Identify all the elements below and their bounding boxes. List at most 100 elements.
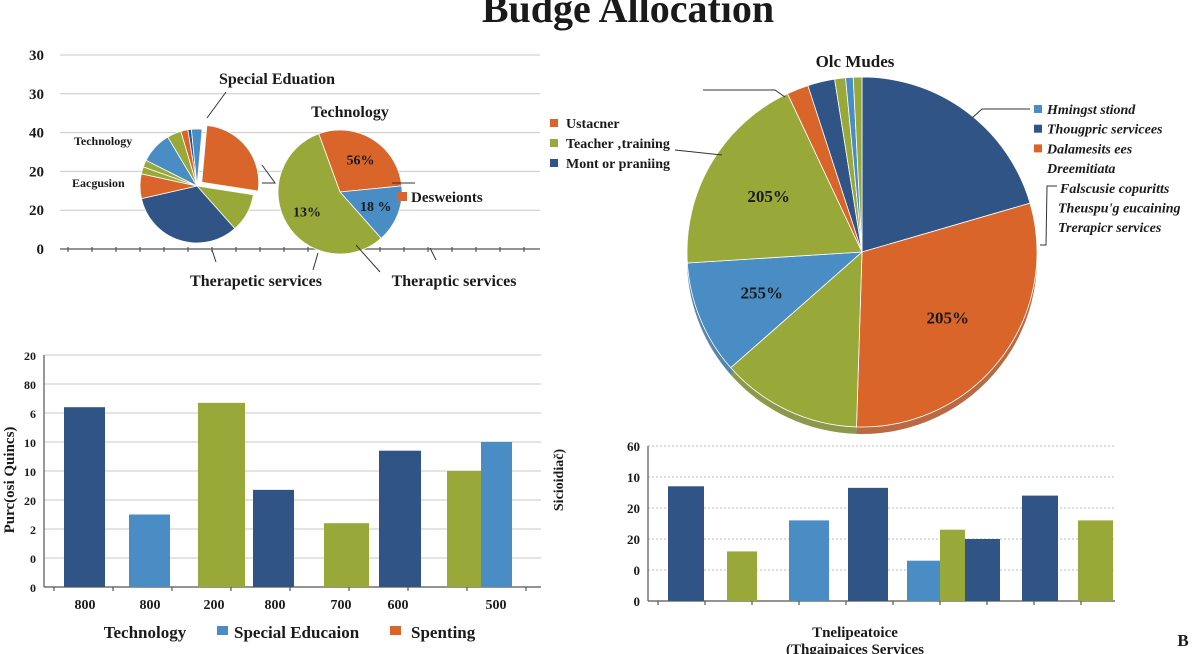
y-tick-label: 0 xyxy=(30,581,36,595)
pie-slice xyxy=(686,93,863,264)
pie-label-theraptic-services: Theraptic services xyxy=(392,273,517,290)
top-right-pie-panel: Olc Mudes 205% 255% 205% Ustacner Teacher ‚… xyxy=(550,52,1181,434)
y-tick-label: 20 xyxy=(29,164,44,180)
legend-swatch xyxy=(550,139,558,147)
legend-label: Dreemitiata xyxy=(1046,162,1115,177)
pie-title-technology: Technology xyxy=(311,104,389,121)
bar xyxy=(668,486,704,601)
bar xyxy=(965,539,1000,601)
y-tick-label: 10 xyxy=(627,470,640,485)
y-tick-label: 0 xyxy=(634,594,641,609)
bar xyxy=(848,487,888,601)
y-tick-label: 0 xyxy=(634,563,641,578)
pie-slice xyxy=(201,125,260,192)
legend-label: Hmingst stiond xyxy=(1046,103,1136,118)
legend-label: Thougpric servicees xyxy=(1047,123,1163,138)
legend-label-spenting: Spenting xyxy=(411,623,476,642)
legend-label: Trerapicr services xyxy=(1058,221,1162,236)
bottom-right-bar-panel: 60 10 20 20 0 0 Sicioidiač) Tnelipeatoice (Th… xyxy=(552,439,1115,654)
legend-label: Dalamesits ees xyxy=(1046,142,1133,157)
pie-slice xyxy=(861,76,1031,253)
bar xyxy=(481,442,512,587)
bar xyxy=(253,489,294,587)
legend-label: Mont or praniing xyxy=(566,157,670,172)
y-tick-label: 20 xyxy=(24,494,36,508)
y-tick-label: 10 xyxy=(24,436,36,450)
bar xyxy=(129,514,170,587)
bar xyxy=(727,551,757,601)
y-tick-label: 10 xyxy=(24,465,36,479)
x-tick-label: 700 xyxy=(331,598,352,613)
corner-mark: B xyxy=(1177,631,1188,650)
leader-lines xyxy=(674,89,1057,246)
legend-swatch-desweionts xyxy=(398,192,407,201)
legend-swatch xyxy=(1034,124,1042,133)
pie-slice-label: 18 % xyxy=(360,200,392,215)
bar xyxy=(1022,495,1058,601)
bar xyxy=(907,560,940,601)
y-tick-label: 40 xyxy=(29,126,44,142)
y-tick-label: 60 xyxy=(627,439,640,454)
pie-label-eacgusion: Eacgusion xyxy=(72,176,125,190)
legend-label: Ustacner xyxy=(566,117,620,132)
legend-swatch xyxy=(1034,105,1042,113)
pie-slice xyxy=(318,129,403,193)
page-title: Budge Allocation xyxy=(482,0,774,31)
pie-slice xyxy=(686,251,864,369)
pie-slice xyxy=(140,185,236,244)
bar xyxy=(940,529,965,601)
pie-slice-label: 205% xyxy=(747,187,790,206)
pie-slice xyxy=(190,128,203,187)
y-axis-label: Purc(osi Quincs) xyxy=(2,427,18,534)
pie-title: Olc Mudes xyxy=(816,52,895,71)
x-tick-label: 500 xyxy=(486,598,507,613)
x-tick-label: 800 xyxy=(140,598,161,613)
legend-swatch-special-education xyxy=(217,626,228,635)
bar xyxy=(789,520,829,601)
leader-lines xyxy=(206,91,437,273)
bar xyxy=(379,450,421,587)
bar xyxy=(198,402,245,587)
pie-title-special-education: Special Eduation xyxy=(219,71,335,88)
y-tick-label: 30 xyxy=(29,48,44,64)
legend-swatch-spenting xyxy=(390,626,401,635)
legend-label-special-education: Special Educaion xyxy=(234,623,360,642)
y-tick-label: 20 xyxy=(627,532,640,547)
pie-slice-label: 56% xyxy=(346,153,374,168)
pie-label-therapetic-services: Therapetic services xyxy=(190,273,322,290)
bar xyxy=(1078,520,1113,601)
y-tick-label: 20 xyxy=(627,501,640,516)
legend-swatch xyxy=(550,159,558,167)
pie-slice xyxy=(856,202,1038,428)
y-tick-label: 30 xyxy=(29,87,44,103)
legend-label-desweionts: Desweionts xyxy=(411,190,483,206)
pie-slice xyxy=(277,133,382,255)
y-tick-label: 6 xyxy=(30,407,36,421)
y-tick-label: 0 xyxy=(37,242,45,258)
x-axis-title: Tnelipeatoice xyxy=(812,625,898,641)
y-tick-label: 20 xyxy=(24,349,36,363)
y-axis-label: Sicioidiač) xyxy=(552,449,567,512)
pie-label-technology: Technology xyxy=(74,134,132,148)
legend-swatch xyxy=(1034,144,1042,153)
y-tick-label: 0 xyxy=(30,552,36,566)
y-tick-label: 20 xyxy=(29,203,44,219)
pie-slice-label: 13% xyxy=(293,206,321,221)
pie-slice-label: 255% xyxy=(741,284,784,303)
legend-label-technology: Technology xyxy=(104,623,187,642)
pie-slice-label: 205% xyxy=(926,309,969,328)
legend-label: Theuspu'g eucaining xyxy=(1058,202,1181,217)
bar xyxy=(447,471,481,587)
x-tick-label: 600 xyxy=(388,598,409,613)
bar xyxy=(64,407,105,587)
bar xyxy=(324,523,369,587)
x-tick-label: 800 xyxy=(265,598,286,613)
legend-swatch xyxy=(550,119,558,127)
y-tick-label: 2 xyxy=(30,523,36,537)
x-axis-subtitle: (Thgaipaices Services xyxy=(786,642,924,654)
pie-slice xyxy=(339,185,403,239)
legend-label: Falscusie copuritts xyxy=(1059,182,1170,197)
